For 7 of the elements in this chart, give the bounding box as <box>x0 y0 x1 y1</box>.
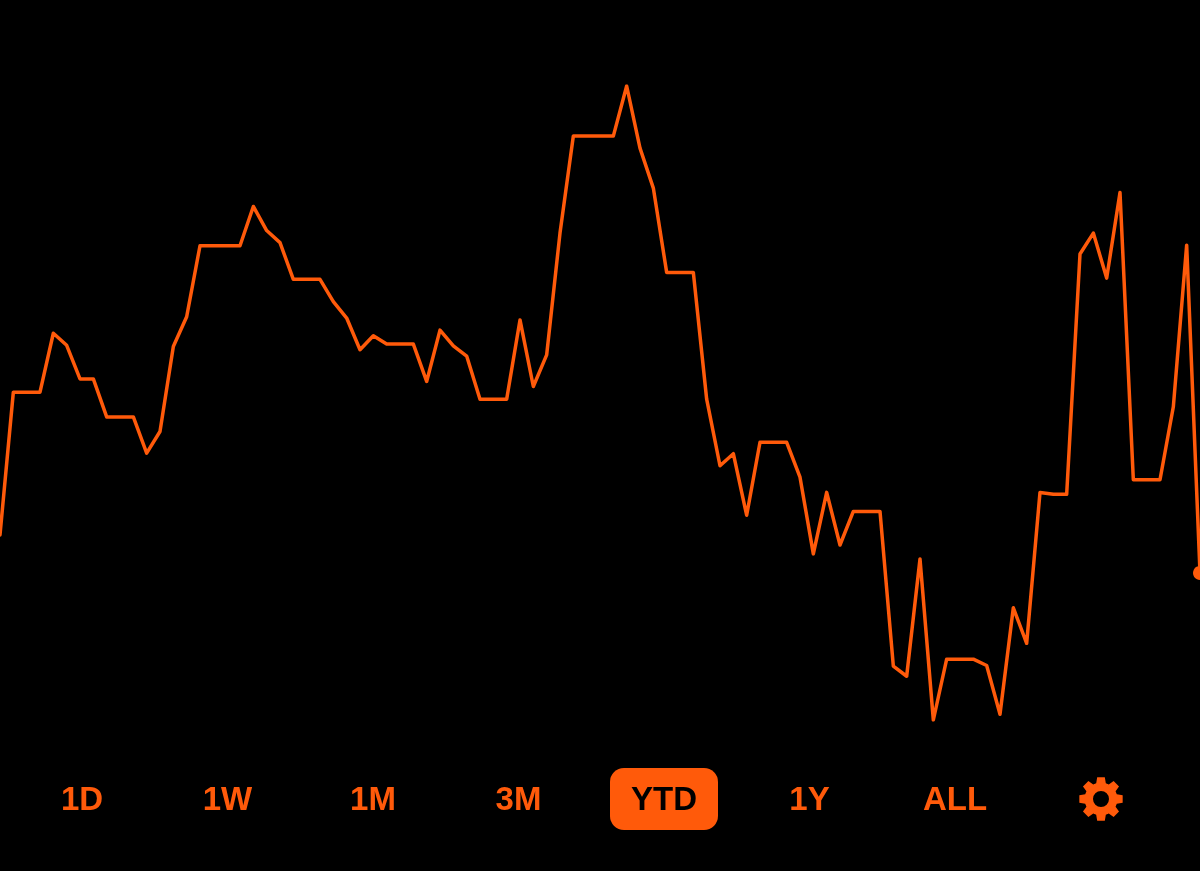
selected-range-button: YTD <box>610 768 718 830</box>
range-label: 3M <box>495 779 542 819</box>
range-label: 1M <box>350 779 396 819</box>
range-label: 1Y <box>789 779 830 819</box>
range-label: 1W <box>202 779 253 819</box>
range-label: ALL <box>922 779 988 819</box>
range-label: 1D <box>60 779 104 819</box>
